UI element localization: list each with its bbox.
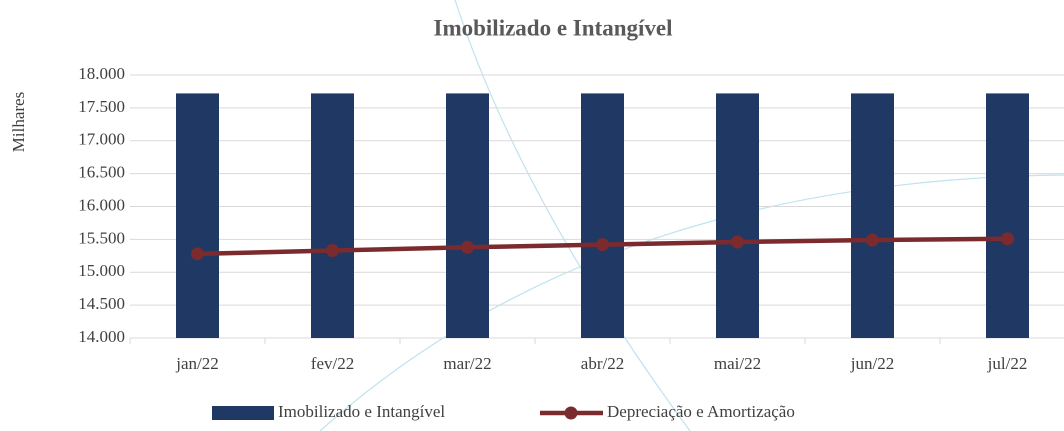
line-point (326, 244, 339, 258)
line-point (461, 240, 474, 254)
y-tick-label: 15.500 (78, 228, 125, 247)
bar (716, 93, 759, 338)
y-tick-label: 18.000 (78, 64, 125, 83)
x-tick-label: mai/22 (714, 354, 761, 373)
chart-title: Imobilizado e Intangível (434, 15, 673, 40)
decor-curve (319, 174, 1064, 431)
decor-curve (454, 0, 691, 431)
x-tick-label: jun/22 (850, 354, 894, 373)
y-tick-label: 17.500 (78, 97, 125, 116)
x-tick-label: jan/22 (175, 354, 219, 373)
legend-label: Depreciação e Amortização (607, 402, 795, 421)
y-tick-label: 15.000 (78, 261, 125, 280)
bar (311, 93, 354, 338)
bar (581, 93, 624, 338)
bar (446, 93, 489, 338)
bar (986, 93, 1029, 338)
line-point (866, 233, 879, 247)
y-tick-label: 14.000 (78, 327, 125, 346)
x-tick-label: fev/22 (311, 354, 354, 373)
y-tick-label: 17.000 (78, 130, 125, 149)
legend-swatch (212, 406, 274, 420)
line-point (191, 247, 204, 261)
y-tick-label: 16.000 (78, 195, 125, 214)
bar (176, 93, 219, 338)
x-tick-label: abr/22 (581, 354, 624, 373)
x-tick-label: mar/22 (443, 354, 491, 373)
y-axis-label: Milhares (9, 92, 28, 152)
y-tick-label: 16.500 (78, 163, 125, 182)
bar (851, 93, 894, 338)
y-tick-label: 14.500 (78, 294, 125, 313)
line-point (1001, 232, 1014, 246)
legend-swatch (564, 406, 578, 420)
x-tick-label: jul/22 (987, 354, 1028, 373)
line-point (731, 235, 744, 249)
line-point (596, 238, 609, 252)
legend-label: Imobilizado e Intangível (278, 402, 445, 421)
